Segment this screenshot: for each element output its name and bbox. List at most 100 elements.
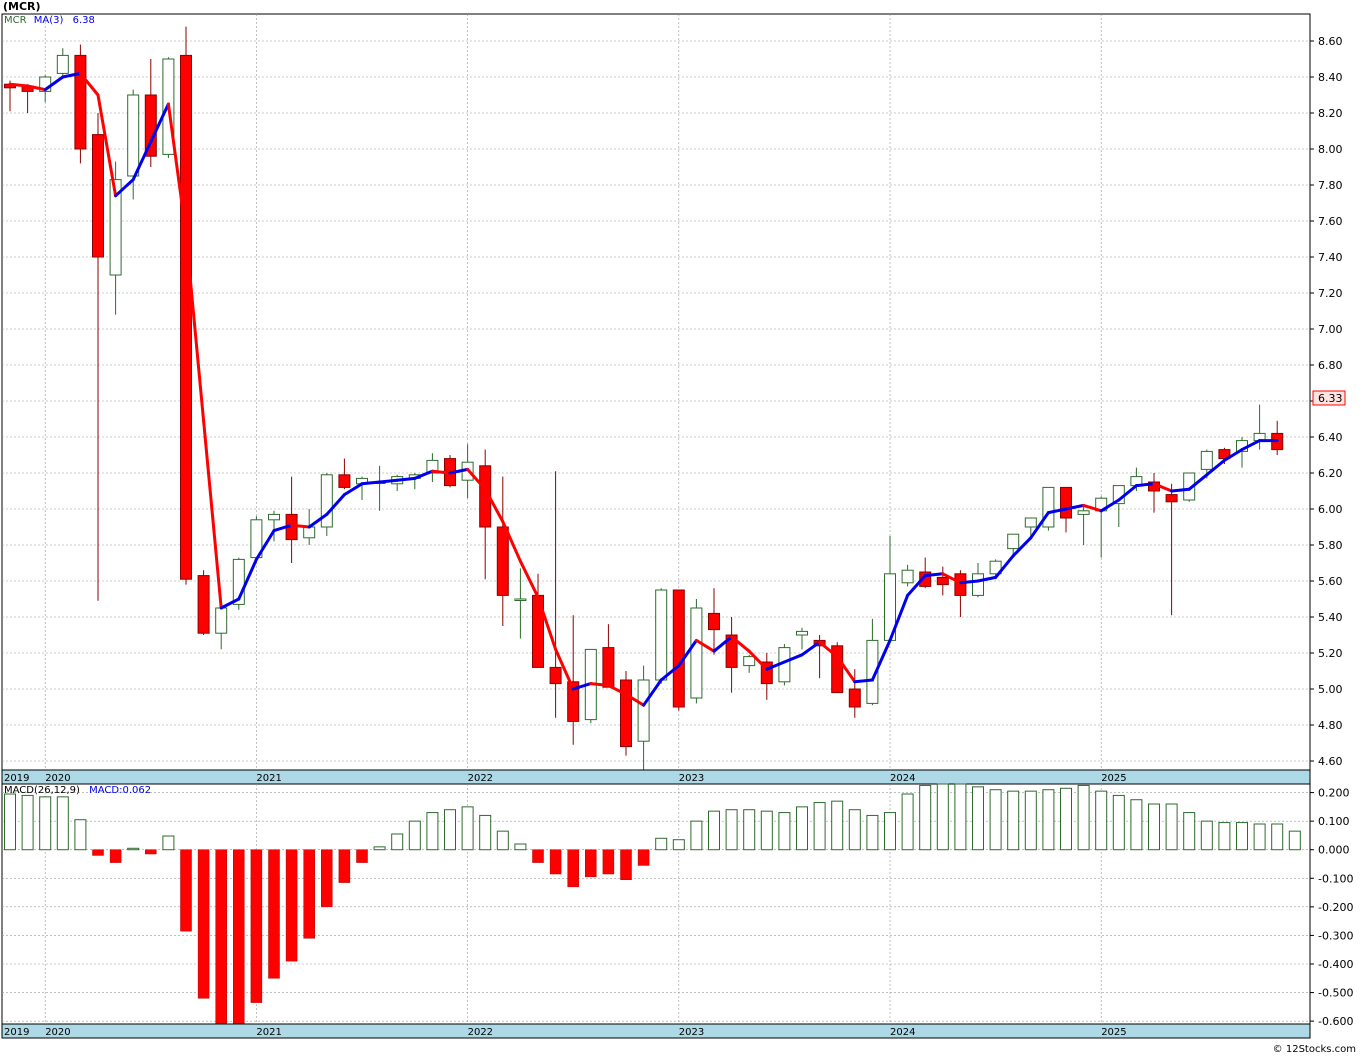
price-tick-label: 6.40 <box>1318 431 1343 444</box>
last-price-label: 6.33 <box>1318 392 1343 405</box>
ma-segment <box>765 660 786 671</box>
price-legend: MCR MA(3) 6.38 <box>4 15 95 26</box>
macd-bar <box>831 800 844 851</box>
legend-ma-value: 6.38 <box>72 15 95 26</box>
macd-bar <box>778 812 791 851</box>
macd-bar <box>1288 830 1301 851</box>
macd-bar <box>162 835 175 851</box>
ma-segment <box>1046 507 1068 515</box>
candle <box>760 653 773 700</box>
macd-bar <box>1112 794 1125 851</box>
candle <box>901 564 914 587</box>
price-x-axis: 2019 2020 2021 2022 2023 2024 2025 <box>4 773 1127 784</box>
price-tick-label: 8.60 <box>1318 35 1343 48</box>
macd-bar <box>725 809 738 851</box>
candle <box>144 59 157 167</box>
macd-bar <box>1253 823 1266 851</box>
candle-body <box>743 656 756 667</box>
ma-segment <box>342 482 364 497</box>
macd-bar <box>39 796 52 851</box>
candle <box>268 510 280 542</box>
price-year-label: 2019 <box>4 773 29 784</box>
price-year-label: 2023 <box>679 773 704 784</box>
ma-segment <box>888 593 910 642</box>
macd-bar <box>479 814 492 851</box>
candle <box>92 113 104 601</box>
candle <box>831 642 844 694</box>
candle-body <box>901 569 914 584</box>
candle-body <box>1007 533 1020 550</box>
macd-year-label: 2021 <box>256 1027 281 1038</box>
ma-segment <box>554 647 575 691</box>
macd-bar <box>1165 803 1178 851</box>
ma-segment <box>1029 511 1050 540</box>
candle <box>708 588 720 655</box>
macd-bar <box>620 849 632 880</box>
macd-bar <box>109 849 122 863</box>
candle <box>743 654 756 673</box>
candle-body <box>1042 486 1055 528</box>
ma-segment <box>360 480 382 486</box>
candle <box>250 516 263 563</box>
ma-segment <box>994 554 1015 579</box>
candle-body <box>426 459 439 474</box>
macd-bar <box>180 849 192 932</box>
price-year-label: 2020 <box>45 773 70 784</box>
ma-segment <box>518 559 540 599</box>
price-tick-label: 7.40 <box>1318 251 1343 264</box>
candle-body <box>796 630 808 636</box>
candle <box>1007 533 1020 554</box>
ma-segment <box>1082 503 1103 513</box>
ma-segment <box>870 638 892 682</box>
candle-body <box>56 54 69 74</box>
ma-segment <box>149 102 170 144</box>
ma-segment <box>923 572 945 578</box>
macd-bar <box>461 806 474 851</box>
candle-body <box>514 598 527 601</box>
macd-bar <box>303 849 315 939</box>
site-credit: © 12Stocks.com <box>1272 1044 1356 1055</box>
legend-symbol: MCR <box>4 15 27 26</box>
price-tick-label: 4.80 <box>1318 719 1343 732</box>
candle-body <box>268 513 280 521</box>
ma-segment <box>818 640 839 659</box>
macd-bar <box>760 810 773 851</box>
candle-body <box>1077 510 1090 515</box>
candle-body <box>144 94 157 157</box>
ma-segment <box>114 178 135 198</box>
price-tick-label: 5.00 <box>1318 683 1343 696</box>
macd-bar <box>637 849 650 866</box>
candle-body <box>303 526 316 539</box>
ma-segment <box>483 487 505 524</box>
ma-segment <box>782 653 804 664</box>
ma-segment <box>694 638 716 653</box>
price-year-label: 2024 <box>890 773 915 784</box>
chart-title: (MCR) <box>3 0 41 13</box>
ma-segment <box>448 467 470 475</box>
macd-bar <box>690 820 703 851</box>
ma-segment <box>853 678 874 684</box>
candle-body <box>74 54 87 150</box>
price-tick-label: 5.60 <box>1318 575 1343 588</box>
ma-segment <box>536 595 558 651</box>
ma-segment <box>413 469 434 480</box>
ma-segment <box>571 682 593 691</box>
macd-bar <box>532 849 544 863</box>
candle-body <box>760 661 773 685</box>
ma-segment <box>589 682 610 687</box>
candle <box>56 48 69 77</box>
macd-bar <box>1200 820 1213 851</box>
candle <box>796 627 808 650</box>
macd-bar <box>56 796 69 851</box>
macd-bar <box>496 830 509 851</box>
macd-bar <box>743 809 756 851</box>
candle <box>655 588 668 684</box>
ma-segment <box>659 664 681 682</box>
candle <box>848 669 861 718</box>
ma-segment <box>730 635 751 653</box>
macd-bar <box>1130 799 1143 851</box>
macd-bar <box>1183 812 1196 851</box>
price-tick-label: 8.20 <box>1318 107 1343 120</box>
ma-segment <box>1064 503 1086 511</box>
macd-year-label: 2024 <box>890 1027 915 1038</box>
